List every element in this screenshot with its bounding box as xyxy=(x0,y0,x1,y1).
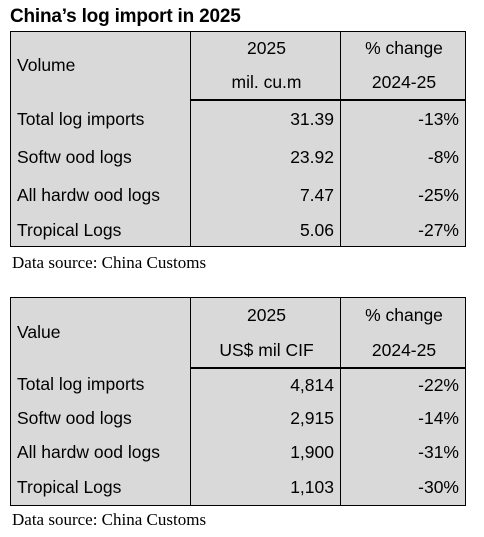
row-change: -14% xyxy=(340,401,466,436)
row-value: 1,103 xyxy=(190,469,341,506)
volume-col-period: 2024-25 xyxy=(340,65,466,101)
volume-header-row-1: Volume 2025 % change xyxy=(10,31,466,100)
table-row: Tropical Logs 1,103 -30% xyxy=(10,469,466,506)
row-change: -30% xyxy=(340,469,466,506)
row-value: 5.06 xyxy=(190,214,341,247)
table-row: Total log imports 31.39 -13% xyxy=(10,99,466,139)
value-data-source: Data source: China Customs xyxy=(12,510,207,529)
row-change: -8% xyxy=(340,138,466,177)
row-value: 2,915 xyxy=(190,401,341,436)
volume-col-change: % change xyxy=(340,31,466,66)
row-label: Total log imports xyxy=(10,99,191,139)
row-label: Softw ood logs xyxy=(10,401,191,436)
value-col-period: 2024-25 xyxy=(340,333,466,369)
volume-data-source: Data source: China Customs xyxy=(12,253,207,272)
page-title: China’s log import in 2025 xyxy=(10,6,241,27)
row-label: Tropical Logs xyxy=(10,469,191,506)
row-label: Total log imports xyxy=(10,367,191,402)
row-change: -27% xyxy=(340,214,466,247)
row-change: -25% xyxy=(340,176,466,215)
volume-col-year: 2025 xyxy=(190,31,341,66)
row-value: 4,814 xyxy=(190,367,341,402)
value-col-year: 2025 xyxy=(190,297,341,334)
table-row: Tropical Logs 5.06 -27% xyxy=(10,214,466,247)
row-label: All hardw ood logs xyxy=(10,435,191,470)
row-change: -22% xyxy=(340,367,466,402)
volume-col-unit: mil. cu.m xyxy=(190,65,341,101)
table-row: Total log imports 4,814 -22% xyxy=(10,367,466,402)
row-value: 31.39 xyxy=(190,99,341,139)
row-change: -31% xyxy=(340,435,466,470)
value-header-row-1: Value 2025 % change xyxy=(10,297,466,368)
value-table: Value 2025 % change US$ mil CIF 2024-25 … xyxy=(10,297,466,506)
row-label: Tropical Logs xyxy=(10,214,191,247)
table-row: Softw ood logs 2,915 -14% xyxy=(10,401,466,436)
row-value: 7.47 xyxy=(190,176,341,215)
value-col-change: % change xyxy=(340,297,466,334)
value-header-row-2: US$ mil CIF 2024-25 xyxy=(11,333,466,369)
table-row: All hardw ood logs 7.47 -25% xyxy=(10,176,466,215)
value-col-unit: US$ mil CIF xyxy=(190,333,341,369)
volume-header-row-2: mil. cu.m 2024-25 xyxy=(11,65,466,101)
value-row-header: Value xyxy=(10,297,191,368)
row-value: 23.92 xyxy=(190,138,341,177)
row-value: 1,900 xyxy=(190,435,341,470)
volume-row-header: Volume xyxy=(10,31,191,100)
row-label: All hardw ood logs xyxy=(10,176,191,215)
volume-table: Volume 2025 % change mil. cu.m 2024-25 T… xyxy=(10,31,466,247)
table-row: Softw ood logs 23.92 -8% xyxy=(10,138,466,177)
row-change: -13% xyxy=(340,99,466,139)
row-label: Softw ood logs xyxy=(10,138,191,177)
table-row: All hardw ood logs 1,900 -31% xyxy=(10,435,466,470)
